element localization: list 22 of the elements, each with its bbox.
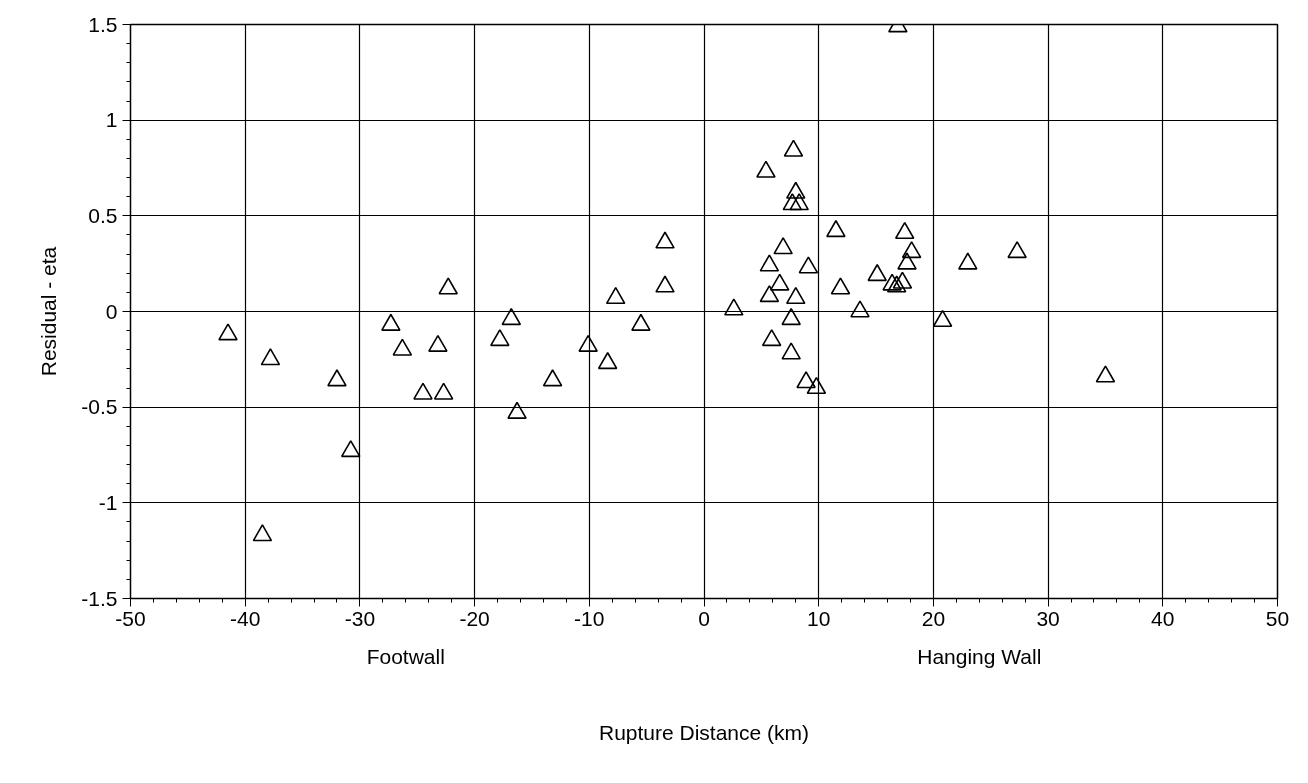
y-tick-label: -1 (98, 490, 118, 514)
y-tick-label: -0.5 (81, 395, 118, 419)
x-tick-label: 30 (1036, 606, 1060, 630)
x-tick-label: 40 (1151, 606, 1175, 630)
x-tick-label: 10 (807, 606, 831, 630)
y-tick-label: -1.5 (81, 586, 118, 610)
x-tick-label: 0 (698, 606, 710, 630)
x-tick-label: -30 (344, 606, 376, 630)
y-tick-label: 0.5 (88, 203, 118, 227)
y-tick-label: 0 (105, 299, 118, 323)
y-tick-label: 1 (105, 108, 118, 132)
text: Footwall (366, 644, 445, 668)
x-tick-label: -10 (574, 606, 605, 630)
y-tick-label: 1.5 (88, 12, 118, 36)
x-tick-label: -50 (115, 606, 146, 630)
text: Hanging Wall (917, 644, 1042, 668)
x-tick-label: -40 (230, 606, 261, 630)
y-axis-title: Residual - eta (37, 246, 61, 377)
x-tick-label: 50 (1265, 606, 1290, 630)
x-axis-title: Rupture Distance (km) (598, 720, 810, 744)
x-tick-label: 20 (921, 606, 946, 630)
x-tick-label: -20 (459, 606, 490, 630)
